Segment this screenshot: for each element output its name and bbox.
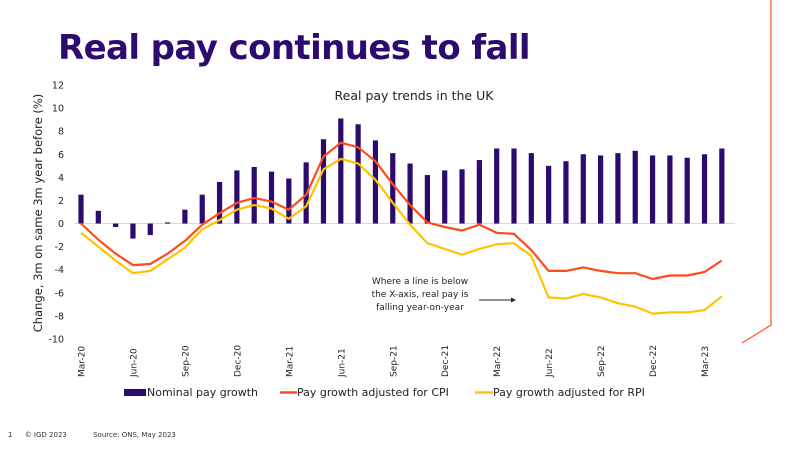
legend-swatch-nominal [124,389,146,396]
x-tick-label: Dec-21 [441,345,451,377]
y-tick-label: 0 [58,219,64,230]
annotation-line-2: the X-axis, real pay is [372,290,469,300]
bar-nominal-Aug-21 [372,140,379,224]
bar-nominal-Jun-21 [338,118,344,224]
bar-nominal-Oct-22 [615,153,621,224]
x-axis-ticks: Mar-20 Jun-20 Sep-20 Dec-20 Mar-21 Jun-21 Sep-… [78,345,712,378]
x-tick-label: Jun-22 [545,348,555,378]
x-tick-label: Sep-22 [597,345,607,377]
y-tick-label: -4 [55,265,64,276]
bar-nominal-May-20 [113,223,119,228]
footer: 1 © IGD 2023 Source: ONS, May 2023 [8,431,186,439]
legend: Nominal pay growth Pay growth adjusted f… [124,386,645,399]
annotation-line-1: Where a line is below [372,277,468,287]
accent-line [741,0,772,344]
x-tick-label: Dec-20 [233,345,243,377]
bar-nominal-Nov-21 [424,175,430,224]
y-tick-label: -8 [55,311,64,322]
bar-nominal-Oct-21 [407,163,413,224]
x-tick-label: Mar-23 [701,346,711,377]
bar-nominal-Jun-22 [546,165,552,224]
line-rpi [80,157,723,315]
x-tick-label: Sep-21 [389,345,399,377]
legend-item-nominal: Nominal pay growth [124,386,258,399]
bar-nominal-Jun-20 [130,223,136,239]
bar-nominal-May-21 [320,139,327,224]
y-tick-label: 6 [58,150,64,161]
annotation-line-3: falling year-on-year [376,303,464,313]
bar-nominal-Dec-21 [442,170,448,224]
bar-nominal-Jan-22 [459,169,465,224]
bar-nominal-Apr-22 [511,148,517,224]
x-tick-label: Mar-20 [78,346,88,377]
bar-nominal-Jul-21 [355,124,361,224]
bar-nominal-Feb-23 [684,157,690,224]
source-note: Source: ONS, May 2023 [93,431,176,439]
bar-nominal-Mar-21 [286,178,292,224]
legend-item-cpi: Pay growth adjusted for CPI [280,386,449,399]
y-tick-label: 8 [58,127,64,138]
x-tick-label: Jun-21 [337,348,347,378]
bar-nominal-Sep-21 [390,153,396,224]
slide-title: Real pay continues to fall [58,28,531,68]
bar-nominal-Dec-20 [234,170,240,224]
y-tick-label: -2 [55,242,64,253]
y-tick-label: -6 [55,288,64,299]
bar-nominal-Mar-20 [78,194,84,224]
bar-nominal-May-22 [528,153,534,224]
y-tick-label: 4 [58,173,64,184]
legend-item-rpi: Pay growth adjusted for RPI [475,386,645,399]
bar-nominal-Mar-23 [701,154,708,224]
bar-nominal-Nov-20 [216,181,223,224]
y-axis-ticks: 12 10 8 6 4 2 0 -2 -4 -6 -8 -10 [48,81,64,346]
copyright: © IGD 2023 [24,431,67,439]
y-tick-label: -10 [48,335,64,346]
legend-label-nominal: Nominal pay growth [147,386,258,399]
x-tick-label: Jun-20 [129,348,139,378]
bar-nominal-Jan-21 [251,166,257,224]
bar-nominal-Aug-20 [165,222,171,224]
bar-nominal-Jul-20 [147,223,153,236]
y-tick-label: 2 [58,196,64,207]
annotation: Where a line is below the X-axis, real p… [372,277,516,313]
bar-nominal-Dec-22 [649,155,656,224]
real-pay-lines [80,141,723,315]
bar-nominal-Feb-21 [268,171,275,224]
annotation-arrowhead-icon [511,297,516,303]
bar-nominal-Nov-22 [632,150,638,224]
y-tick-label: 10 [52,104,64,115]
page-number: 1 [8,431,13,439]
y-axis-label: Change, 3m on same 3m year before (%) [31,94,45,333]
bar-nominal-Sep-20 [182,209,188,224]
x-tick-label: Mar-21 [285,346,295,377]
nominal-pay-bars [78,118,725,239]
chart-title: Real pay trends in the UK [335,88,495,103]
bar-nominal-Jul-22 [563,161,569,224]
bar-nominal-Oct-20 [199,194,205,224]
line-cpi [80,141,723,281]
bar-nominal-Jan-23 [667,155,673,224]
bar-nominal-Apr-20 [95,210,101,224]
bar-nominal-Mar-22 [494,148,500,224]
legend-label-rpi: Pay growth adjusted for RPI [493,386,645,399]
bar-nominal-Feb-22 [476,160,482,224]
y-tick-label: 12 [52,81,64,92]
bar-nominal-Aug-22 [580,154,586,224]
legend-label-cpi: Pay growth adjusted for CPI [297,386,449,399]
x-tick-label: Dec-22 [649,345,659,377]
bar-nominal-Sep-22 [598,155,604,224]
bar-nominal-Apr-23 [719,148,725,224]
x-tick-label: Mar-22 [493,346,503,377]
x-tick-label: Sep-20 [181,345,191,377]
